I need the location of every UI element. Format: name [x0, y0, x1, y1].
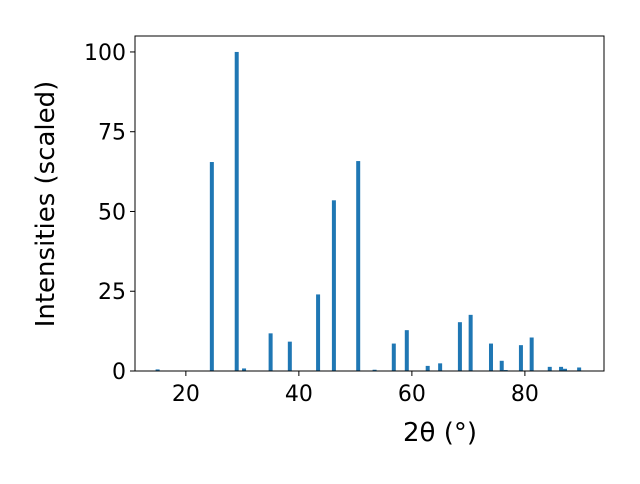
- bar: [356, 161, 361, 371]
- x-tick-label: 40: [285, 382, 313, 407]
- bar: [499, 360, 504, 371]
- bar: [404, 330, 409, 371]
- bar: [372, 369, 377, 371]
- y-tick-label: 75: [98, 121, 126, 146]
- bar: [268, 333, 273, 371]
- bar: [425, 365, 430, 371]
- x-tick-label: 60: [398, 382, 426, 407]
- bar: [331, 200, 336, 371]
- bar: [563, 368, 568, 371]
- plot-frame: [134, 35, 605, 372]
- y-tick-label: 100: [84, 41, 126, 66]
- bar: [547, 366, 552, 371]
- bar: [316, 294, 321, 371]
- bar: [242, 368, 247, 371]
- y-tick-label: 0: [112, 360, 126, 385]
- bar: [518, 345, 523, 371]
- bar: [488, 343, 493, 371]
- bar: [529, 337, 534, 371]
- bar: [468, 314, 473, 371]
- bar: [391, 343, 396, 371]
- bar: [457, 322, 462, 371]
- bar: [438, 363, 443, 371]
- y-axis-label: Intensities (scaled): [31, 81, 61, 328]
- y-tick-label: 25: [98, 280, 126, 305]
- bar: [209, 162, 214, 371]
- bar: [155, 369, 160, 371]
- bar: [234, 51, 239, 371]
- bar: [287, 341, 292, 371]
- bar: [577, 367, 582, 371]
- x-tick-label: 80: [511, 382, 539, 407]
- bar: [559, 366, 564, 371]
- y-tick-label: 50: [98, 200, 126, 225]
- x-tick-label: 20: [172, 382, 200, 407]
- x-axis-label: 2θ (°): [403, 418, 477, 448]
